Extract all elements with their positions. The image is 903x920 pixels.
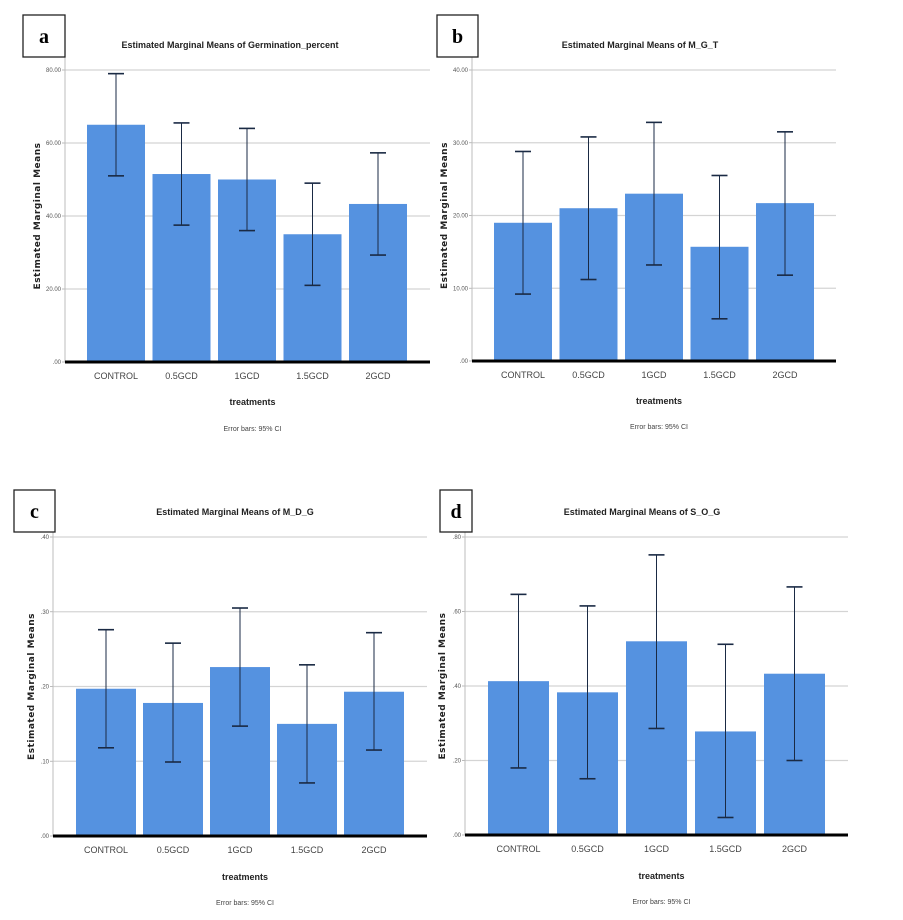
panel-label: a [39,26,49,48]
y-tick-label: 40.00 [46,214,62,220]
y-axis-title: Estimated Marginal Means [438,613,448,760]
x-category-label: CONTROL [84,845,128,855]
x-axis-title: treatments [222,872,268,882]
y-axis-title: Estimated Marginal Means [27,613,37,760]
y-tick-label: 10.00 [453,286,469,292]
y-tick-label: 30.00 [453,141,469,147]
chart-title: Estimated Marginal Means of S_O_G [564,507,721,517]
panel-label-box [436,14,479,58]
x-axis-title: treatments [636,396,682,406]
x-category-label: CONTROL [501,370,545,380]
y-tick-label: .20 [41,685,50,691]
y-tick-label: .20 [453,759,462,765]
x-axis-title: treatments [229,397,275,407]
y-tick-label: 40.00 [453,68,469,74]
x-category-label: 2GCD [365,371,391,381]
x-category-label: 0.5GCD [572,370,605,380]
y-tick-label: .30 [41,610,50,616]
x-category-label: 1.5GCD [709,844,742,854]
x-category-label: 2GCD [361,845,387,855]
x-category-label: 1.5GCD [703,370,736,380]
x-category-label: 0.5GCD [165,371,198,381]
panel-label-box [22,14,66,58]
y-tick-label: .40 [453,684,462,690]
x-category-label: CONTROL [94,371,138,381]
panel-label-box [439,489,473,533]
x-category-label: CONTROL [496,844,540,854]
x-category-label: 0.5GCD [157,845,190,855]
chart-title: Estimated Marginal Means of M_D_G [156,507,314,517]
y-axis-title: Estimated Marginal Means [440,142,450,289]
y-axis-title: Estimated Marginal Means [33,143,43,290]
y-tick-label: .40 [41,535,50,541]
x-category-label: 1.5GCD [296,371,329,381]
error-bars-footnote: Error bars: 95% CI [216,900,274,907]
x-category-label: 1GCD [227,845,253,855]
x-category-label: 2GCD [782,844,808,854]
x-category-label: 1.5GCD [291,845,324,855]
y-tick-label: .00 [53,360,62,366]
x-category-label: 1GCD [234,371,260,381]
y-tick-label: .00 [460,359,469,365]
y-tick-label: 80.00 [46,68,62,74]
chart-panel-d: .00 .20 .40 .60 .80 CONTROL 0.5GCD 1GCD 1.5GCD 2G… [438,489,848,906]
panel-label-box [13,489,56,533]
y-tick-label: .00 [453,833,462,839]
x-axis-title: treatments [638,871,684,881]
panel-label: b [452,26,463,48]
chart-title: Estimated Marginal Means of M_G_T [562,40,719,50]
y-tick-label: 20.00 [46,287,62,293]
chart-panel-a: .00 20.00 40.00 60.00 80.00 CONTROL 0.5GCD 1GCD… [22,14,430,433]
y-tick-label: .80 [453,535,462,541]
panel-label: c [30,501,39,523]
y-tick-label: .00 [41,834,50,840]
x-category-label: 2GCD [772,370,798,380]
error-bars-footnote: Error bars: 95% CI [633,899,691,906]
chart-title: Estimated Marginal Means of Germination_… [121,40,338,50]
y-tick-label: .10 [41,759,50,765]
chart-panel-b: .00 10.00 20.00 30.00 40.00 CONTROL 0.5GCD 1GCD… [436,14,836,431]
chart-panel-c: .00 .10 .20 .30 .40 CONTROL 0.5GCD 1GCD 1.5GCD 2G… [13,489,427,907]
x-category-label: 0.5GCD [571,844,604,854]
x-category-label: 1GCD [644,844,670,854]
y-tick-label: .60 [453,610,462,616]
panel-label: d [450,501,461,523]
y-tick-label: 20.00 [453,214,469,220]
error-bars-footnote: Error bars: 95% CI [630,424,688,431]
error-bars-footnote: Error bars: 95% CI [224,426,282,433]
y-tick-label: 60.00 [46,141,62,147]
x-category-label: 1GCD [641,370,667,380]
